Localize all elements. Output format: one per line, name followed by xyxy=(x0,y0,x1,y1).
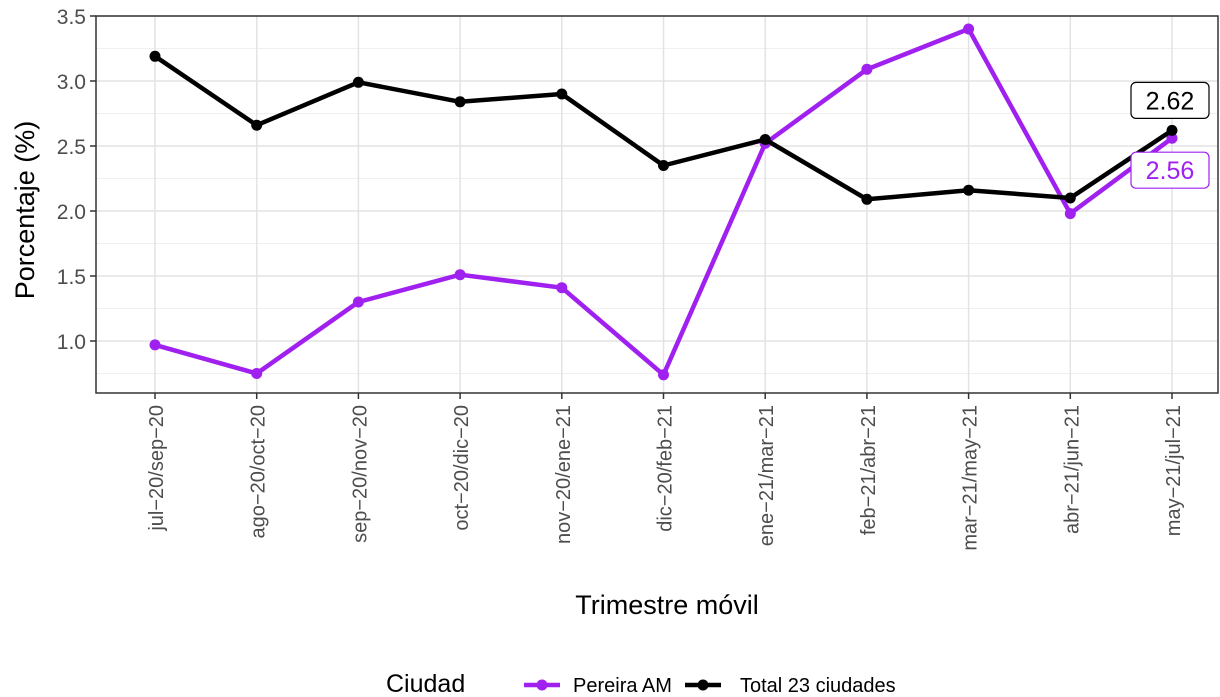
x-tick-label: feb−21/abr−21 xyxy=(858,405,880,535)
legend-key-point xyxy=(697,679,709,691)
x-axis: jul−20/sep−20 ago−20/oct−20 sep−20/nov−20 o… xyxy=(146,393,1185,551)
data-point xyxy=(251,368,263,379)
y-axis: 1.0 1.5 2.0 2.5 3.0 3.5 xyxy=(57,6,96,354)
legend-item-pereira-am: Pereira AM xyxy=(524,675,672,697)
data-labels: 2.62 2.56 xyxy=(1130,81,1210,189)
x-tick-label: ene−21/mar−21 xyxy=(756,405,778,546)
x-tick-label: ago−20/oct−20 xyxy=(248,405,270,538)
data-point xyxy=(658,369,669,381)
y-tick-label: 1.5 xyxy=(57,266,86,289)
legend-title: Ciudad xyxy=(386,670,465,697)
data-label-box xyxy=(1130,81,1210,120)
data-label-box xyxy=(1130,151,1210,189)
data-label-text: 2.62 xyxy=(1146,87,1195,115)
x-tick-label: jul−20/sep−20 xyxy=(146,405,168,532)
data-point xyxy=(861,63,873,75)
data-point xyxy=(1166,132,1178,144)
series-lines xyxy=(149,23,1178,381)
legend-item-label: Total 23 ciudades xyxy=(740,675,896,697)
data-point xyxy=(556,282,568,294)
data-point xyxy=(149,339,161,351)
data-label: 2.62 xyxy=(1130,81,1210,120)
data-point xyxy=(149,50,161,62)
x-tick-label: abr−21/jun−21 xyxy=(1061,405,1083,534)
data-label-text: 2.56 xyxy=(1146,157,1195,185)
legend-item-total-23-ciudades: Total 23 ciudades xyxy=(685,675,896,697)
x-tick-label: may−21/jul−21 xyxy=(1163,405,1185,536)
data-point xyxy=(658,160,669,171)
legend: Ciudad Pereira AM Total 23 ciudades xyxy=(386,670,896,697)
data-point xyxy=(1064,208,1076,220)
data-point xyxy=(759,134,771,145)
data-point xyxy=(352,76,364,88)
x-tick-label: dic−20/feb−21 xyxy=(655,405,677,532)
plot-panel-border xyxy=(95,15,1219,394)
data-point xyxy=(454,269,466,281)
data-point xyxy=(251,119,263,131)
legend-key-point xyxy=(536,679,548,691)
x-tick-label: mar−21/may−21 xyxy=(960,405,982,551)
y-tick-label: 3.5 xyxy=(57,6,86,29)
x-tick-label: nov−20/ene−21 xyxy=(553,405,575,544)
y-tick-label: 3.0 xyxy=(57,71,86,94)
data-label: 2.56 xyxy=(1130,151,1210,189)
legend-item-label: Pereira AM xyxy=(573,675,672,697)
x-tick-label: oct−20/dic−20 xyxy=(451,405,473,531)
data-point xyxy=(861,193,873,205)
grid-lines xyxy=(96,15,1218,393)
y-tick-label: 2.0 xyxy=(57,201,86,224)
x-axis-title: Trimestre móvil xyxy=(575,590,759,620)
y-axis-title: Porcentaje (%) xyxy=(10,121,40,300)
data-point xyxy=(556,88,568,100)
data-point xyxy=(352,296,364,308)
data-point xyxy=(963,23,975,35)
series-pereira-am xyxy=(149,23,1178,381)
data-point xyxy=(963,184,975,196)
data-point xyxy=(1166,124,1178,136)
data-point xyxy=(454,96,466,108)
data-point xyxy=(1064,192,1076,204)
y-tick-label: 2.5 xyxy=(57,136,86,159)
y-tick-label: 1.0 xyxy=(57,331,86,354)
series-total-23-ciudades xyxy=(149,50,1178,205)
x-tick-label: sep−20/nov−20 xyxy=(349,405,371,543)
